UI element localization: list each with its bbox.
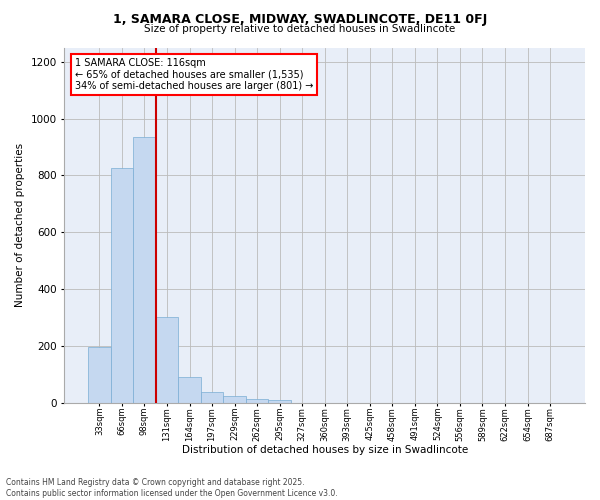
Y-axis label: Number of detached properties: Number of detached properties bbox=[15, 143, 25, 307]
Bar bbox=[223, 396, 246, 402]
Bar bbox=[178, 377, 201, 402]
Bar bbox=[156, 318, 178, 402]
Text: Size of property relative to detached houses in Swadlincote: Size of property relative to detached ho… bbox=[145, 24, 455, 34]
Bar bbox=[246, 399, 268, 402]
Text: Contains HM Land Registry data © Crown copyright and database right 2025.
Contai: Contains HM Land Registry data © Crown c… bbox=[6, 478, 338, 498]
Bar bbox=[201, 392, 223, 402]
Bar bbox=[88, 348, 110, 403]
Bar bbox=[268, 400, 291, 402]
Text: 1 SAMARA CLOSE: 116sqm
← 65% of detached houses are smaller (1,535)
34% of semi-: 1 SAMARA CLOSE: 116sqm ← 65% of detached… bbox=[75, 58, 313, 92]
X-axis label: Distribution of detached houses by size in Swadlincote: Distribution of detached houses by size … bbox=[182, 445, 468, 455]
Bar bbox=[133, 137, 156, 402]
Text: 1, SAMARA CLOSE, MIDWAY, SWADLINCOTE, DE11 0FJ: 1, SAMARA CLOSE, MIDWAY, SWADLINCOTE, DE… bbox=[113, 12, 487, 26]
Bar bbox=[110, 168, 133, 402]
